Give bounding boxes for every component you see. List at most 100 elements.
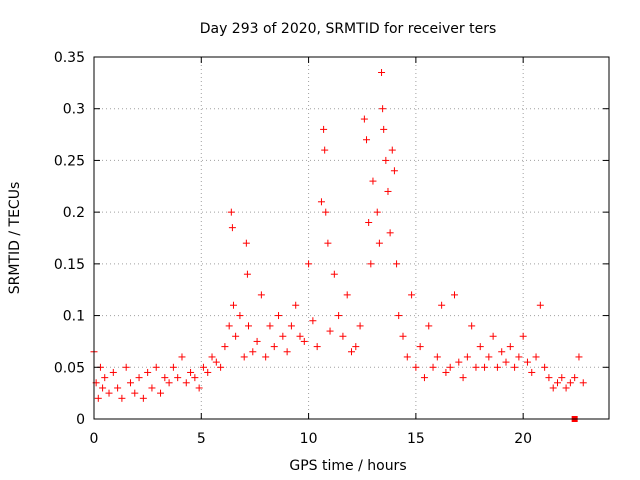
data-point	[360, 115, 368, 123]
data-point	[217, 363, 225, 371]
x-tick-label: 15	[407, 431, 425, 447]
data-point	[266, 322, 274, 330]
data-point	[384, 187, 392, 195]
data-point	[438, 301, 446, 309]
data-point	[536, 301, 544, 309]
data-point	[227, 208, 235, 216]
data-point	[485, 353, 493, 361]
data-point	[292, 301, 300, 309]
data-point	[356, 322, 364, 330]
data-point	[249, 348, 257, 356]
data-point	[425, 322, 433, 330]
data-point	[506, 343, 514, 351]
data-point	[566, 379, 574, 387]
y-tick-label: 0.35	[54, 50, 85, 66]
data-point	[152, 363, 160, 371]
data-point	[321, 146, 329, 154]
data-point	[221, 343, 229, 351]
x-tick-labels: 0 5 10 15 20	[90, 431, 533, 447]
data-point	[242, 239, 250, 247]
x-tick-label: 5	[197, 431, 206, 447]
data-point	[300, 337, 308, 345]
y-axis-label: SRMTID / TECUs	[7, 182, 23, 295]
data-point	[148, 384, 156, 392]
data-point	[472, 363, 480, 371]
data-point	[330, 270, 338, 278]
data-point	[109, 368, 117, 376]
data-point	[165, 379, 173, 387]
data-point	[365, 218, 373, 226]
data-point	[122, 363, 130, 371]
data-point	[114, 384, 122, 392]
data-point	[236, 312, 244, 320]
data-point	[459, 374, 467, 382]
data-point	[390, 167, 398, 175]
data-point	[105, 389, 113, 397]
data-point	[139, 394, 147, 402]
data-point	[253, 337, 261, 345]
data-point	[320, 125, 328, 133]
data-point	[324, 239, 332, 247]
data-point	[528, 368, 536, 376]
data-point	[352, 343, 360, 351]
data-point	[399, 332, 407, 340]
data-point	[228, 224, 236, 232]
y-tick-label: 0.05	[54, 360, 85, 376]
data-point	[554, 379, 561, 387]
data-point	[94, 394, 102, 402]
data-point	[178, 353, 186, 361]
data-point	[498, 348, 506, 356]
data-point	[191, 374, 199, 382]
data-point	[204, 368, 212, 376]
data-point	[502, 358, 510, 366]
data-point	[369, 177, 377, 185]
data-point	[279, 332, 287, 340]
data-point	[199, 363, 207, 371]
grid-lines	[94, 57, 609, 419]
data-point	[339, 332, 347, 340]
x-axis-label: GPS time / hours	[289, 458, 406, 474]
y-tick-label: 0	[76, 412, 85, 428]
data-point	[161, 374, 169, 382]
data-point	[412, 363, 420, 371]
data-point	[208, 353, 216, 361]
data-point	[451, 291, 458, 299]
data-point	[335, 312, 343, 320]
data-point	[118, 394, 126, 402]
y-tick-label: 0.3	[63, 102, 85, 118]
data-point	[270, 343, 278, 351]
data-point	[229, 301, 237, 309]
y-tick-label: 0.15	[54, 257, 85, 273]
data-point	[245, 322, 252, 330]
data-point	[157, 389, 165, 397]
data-point	[287, 322, 295, 330]
data-point	[476, 343, 484, 351]
data-point	[545, 374, 553, 382]
data-point	[558, 374, 566, 382]
data-point	[420, 374, 428, 382]
data-point	[519, 332, 527, 340]
data-point	[403, 353, 411, 361]
data-point	[99, 384, 107, 392]
data-point	[468, 322, 476, 330]
data-point	[169, 363, 177, 371]
data-point	[378, 69, 386, 77]
data-point	[455, 358, 463, 366]
data-point	[382, 156, 390, 164]
data-point	[363, 136, 371, 144]
data-point	[212, 358, 220, 366]
data-point	[388, 146, 396, 154]
data-point	[429, 363, 437, 371]
data-point	[386, 229, 394, 237]
data-point	[433, 353, 441, 361]
data-point	[446, 363, 454, 371]
data-point	[195, 384, 203, 392]
data-point	[187, 368, 195, 376]
data-point	[562, 384, 570, 392]
data-point	[343, 291, 351, 299]
data-point	[126, 379, 134, 387]
data-point	[379, 105, 387, 113]
data-point	[240, 353, 248, 361]
y-tick-label: 0.25	[54, 153, 85, 169]
